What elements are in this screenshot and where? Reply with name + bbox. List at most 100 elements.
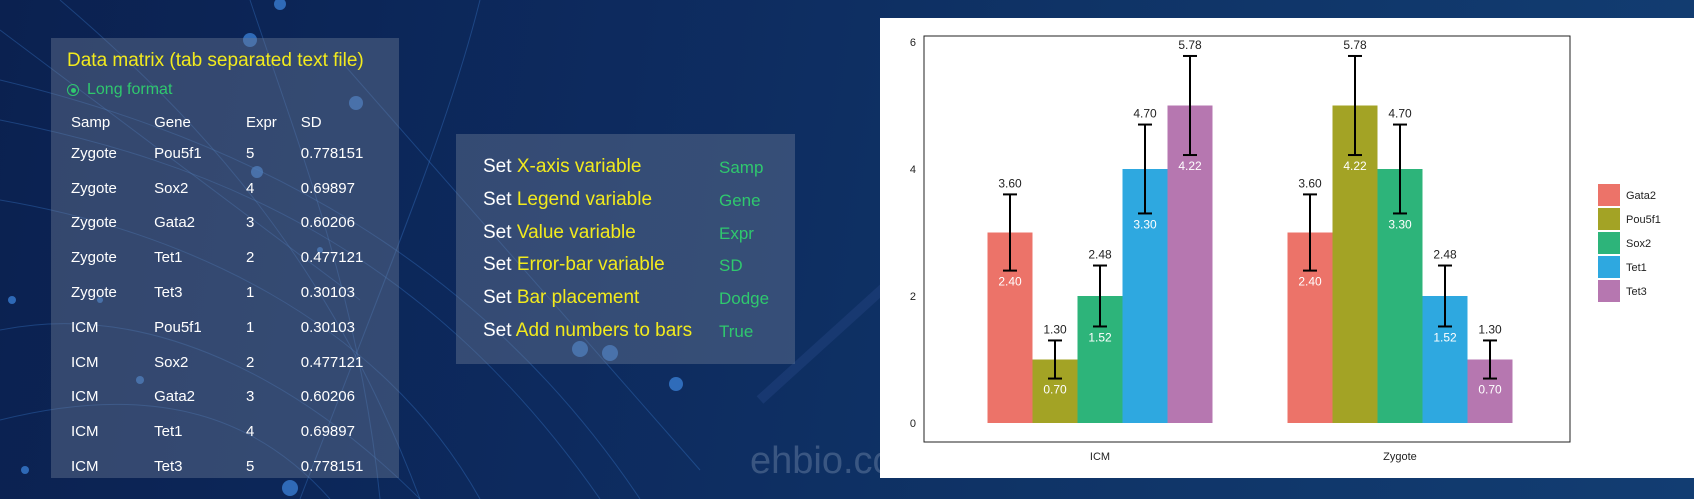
x-tick-label: ICM xyxy=(1090,451,1110,463)
setting-label: Bar placement xyxy=(516,287,640,308)
table-cell: 0.30103 xyxy=(300,284,355,302)
setting-bar-placement: Set Bar placement Dodge xyxy=(483,287,769,309)
table-cell: Zygote xyxy=(71,214,117,232)
plot-frame xyxy=(923,35,1571,443)
long-format-label: Long format xyxy=(87,81,173,98)
upper-value-label: 3.60 xyxy=(1298,176,1322,190)
lower-value-label: 0.70 xyxy=(1478,383,1502,397)
table-cell: 2 xyxy=(245,249,255,267)
table-cell: Sox2 xyxy=(154,179,189,197)
lower-value-label: 4.22 xyxy=(1343,159,1367,173)
table-cell: Zygote xyxy=(71,249,117,267)
table-cell: 5 xyxy=(245,458,255,476)
table-cell: Zygote xyxy=(71,284,117,302)
table-cell: Zygote xyxy=(71,179,117,197)
setting-error-bar: Set Error-bar variable SD xyxy=(483,254,743,276)
lower-value-label: 3.30 xyxy=(1133,217,1157,231)
y-tick-label: 4 xyxy=(910,164,916,176)
table-cell: 0.69897 xyxy=(300,423,355,441)
data-matrix-table: Samp Gene Expr SD Zygote Pou5f1 5 0.778151 … xyxy=(71,108,399,484)
table-cell: Tet3 xyxy=(154,458,183,476)
legend-label: Tet1 xyxy=(1626,262,1647,274)
upper-value-label: 3.60 xyxy=(998,176,1022,190)
long-format-option[interactable]: Long format xyxy=(67,81,172,99)
setting-value[interactable]: Expr xyxy=(719,224,754,243)
y-tick-label: 2 xyxy=(910,291,916,303)
y-tick-label: 6 xyxy=(910,37,916,49)
upper-value-label: 4.70 xyxy=(1133,107,1157,121)
upper-value-label: 5.78 xyxy=(1178,38,1202,52)
upper-value-label: 1.30 xyxy=(1043,322,1067,336)
table-row: Zygote Tet1 2 0.477121 xyxy=(71,240,399,275)
table-cell: 4 xyxy=(245,179,255,197)
column-header: Gene xyxy=(154,113,191,131)
lower-value-label: 2.40 xyxy=(1298,275,1322,289)
legend-swatch xyxy=(1598,208,1620,230)
table-cell: 1 xyxy=(245,284,255,302)
setting-value[interactable]: True xyxy=(719,322,754,341)
table-cell: 0.778151 xyxy=(300,144,364,162)
lower-value-label: 1.52 xyxy=(1088,330,1112,344)
upper-value-label: 1.30 xyxy=(1478,322,1502,336)
setting-add-numbers: Set Add numbers to bars True xyxy=(483,320,753,342)
setting-keyword: Set xyxy=(483,254,512,275)
table-header-row: Samp Gene Expr SD xyxy=(71,108,399,136)
setting-value-variable: Set Value variable Expr xyxy=(483,222,754,244)
lower-value-label: 4.22 xyxy=(1178,159,1202,173)
legend-swatch xyxy=(1598,232,1620,254)
table-cell: 0.60206 xyxy=(300,214,355,232)
setting-label: Value variable xyxy=(516,222,636,243)
table-row: Zygote Pou5f1 5 0.778151 xyxy=(71,136,399,171)
setting-label: Add numbers to bars xyxy=(515,320,693,341)
table-cell: 0.778151 xyxy=(300,458,364,476)
upper-value-label: 2.48 xyxy=(1433,248,1457,262)
lower-value-label: 2.40 xyxy=(998,275,1022,289)
upper-value-label: 5.78 xyxy=(1343,38,1367,52)
bar xyxy=(1332,105,1378,423)
bar-chart: 0 2 4 6 ICM Zygote 3.60 2.40 3.60 2.40 1.30 0.70 5.7… xyxy=(880,18,1694,478)
setting-keyword: Set xyxy=(483,189,512,210)
radio-selected-icon[interactable] xyxy=(67,84,79,96)
table-cell: Tet3 xyxy=(154,284,183,302)
table-cell: ICM xyxy=(71,353,99,371)
data-matrix-panel: Data matrix (tab separated text file) Lo… xyxy=(51,38,399,478)
table-cell: Sox2 xyxy=(154,353,189,371)
column-header: Samp xyxy=(71,113,111,131)
table-cell: 0.477121 xyxy=(300,353,364,371)
setting-keyword: Set xyxy=(483,320,512,341)
column-header: Expr xyxy=(245,113,277,131)
setting-keyword: Set xyxy=(483,222,512,243)
table-row: Zygote Tet3 1 0.30103 xyxy=(71,275,399,310)
legend-label: Sox2 xyxy=(1626,238,1651,250)
setting-label: Error-bar variable xyxy=(516,254,665,275)
legend-label: Pou5f1 xyxy=(1626,214,1661,226)
setting-value[interactable]: Samp xyxy=(719,158,764,177)
y-tick-label: 0 xyxy=(910,418,916,430)
table-cell: 5 xyxy=(245,144,255,162)
setting-value[interactable]: Dodge xyxy=(719,289,770,308)
lower-value-label: 3.30 xyxy=(1388,217,1412,231)
x-tick-label: Zygote xyxy=(1383,451,1417,463)
legend-swatch xyxy=(1598,280,1620,302)
table-cell: Gata2 xyxy=(154,388,196,406)
legend-swatch xyxy=(1598,256,1620,278)
table-row: ICM Tet1 4 0.69897 xyxy=(71,414,399,449)
table-cell: Tet1 xyxy=(154,249,183,267)
setting-value[interactable]: SD xyxy=(719,256,743,275)
setting-value[interactable]: Gene xyxy=(719,191,761,210)
table-cell: 3 xyxy=(245,214,255,232)
bar xyxy=(1167,105,1213,423)
table-row: ICM Gata2 3 0.60206 xyxy=(71,380,399,415)
setting-keyword: Set xyxy=(483,156,512,177)
table-cell: ICM xyxy=(71,318,99,336)
table-cell: Zygote xyxy=(71,144,117,162)
table-cell: Gata2 xyxy=(154,214,196,232)
table-row: ICM Sox2 2 0.477121 xyxy=(71,345,399,380)
setting-label: Legend variable xyxy=(516,189,653,210)
table-row: ICM Tet3 5 0.778151 xyxy=(71,449,399,484)
table-row: Zygote Gata2 3 0.60206 xyxy=(71,206,399,241)
table-cell: 3 xyxy=(245,388,255,406)
setting-label: X-axis variable xyxy=(516,156,642,177)
table-cell: ICM xyxy=(71,423,99,441)
lower-value-label: 1.52 xyxy=(1433,330,1457,344)
